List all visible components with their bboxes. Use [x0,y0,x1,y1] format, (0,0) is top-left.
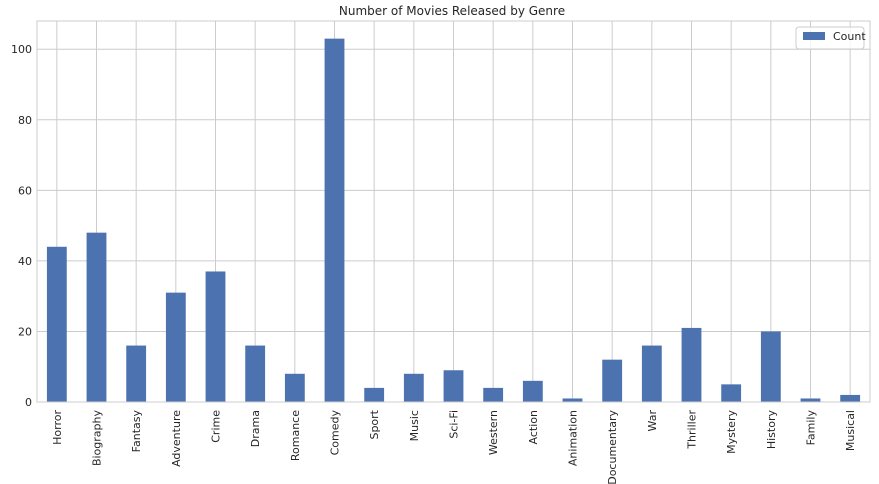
plot-frame [36,20,871,403]
x-tick-label: Animation [567,410,580,466]
bar-action [522,380,543,402]
legend-swatch [803,32,825,40]
x-tick-label: Romance [289,410,302,461]
bar-adventure [165,292,186,402]
x-tick-label: Drama [249,410,262,447]
x-tick-label: Action [527,410,540,444]
bar-western [483,387,504,402]
bar-sci-fi [443,370,464,402]
y-tick-label: 20 [18,325,32,338]
bar-documentary [602,359,623,402]
grid [37,21,870,403]
x-tick-label: Horror [51,410,64,445]
x-tick-label: History [765,410,778,450]
bar-horror [46,246,67,402]
y-tick-label: 60 [18,184,32,197]
x-tick-label: Sci-Fi [448,410,461,439]
bar-animation [562,398,583,402]
x-tick-label: Musical [844,410,857,451]
x-tick-label: Adventure [170,410,183,467]
legend-label: Count [833,30,866,43]
y-tick-label: 100 [11,43,32,56]
bar-musical [840,394,861,402]
bar-family [800,398,821,402]
bar-fantasy [126,345,147,402]
x-tick-label: Documentary [606,410,619,484]
y-tick-label: 40 [18,255,32,268]
x-tick-label: War [646,410,659,432]
x-tick-label: Family [805,410,818,446]
bar-mystery [721,384,742,402]
y-tick-label: 80 [18,114,32,127]
x-tick-label: Sport [368,409,381,439]
x-tick-label: Fantasy [130,410,143,453]
x-axis: Horror Biography Fantasy Adventure Crime Dram… [51,409,857,484]
x-tick-label: Music [408,410,421,441]
x-tick-label: Thriller [686,410,699,450]
bar-comedy [324,38,345,403]
x-tick-label: Comedy [329,410,342,456]
legend: Count [795,26,866,50]
bar-war [641,345,662,402]
bar-crime [205,271,226,402]
y-axis: 0 20 40 60 80 100 [11,43,32,409]
chart-title: Number of Movies Released by Genre [339,4,565,18]
bar-music [403,373,424,402]
bar-thriller [681,327,702,402]
bar-history [760,331,781,402]
bar-biography [86,232,107,402]
x-tick-label: Biography [91,410,104,467]
bars [46,38,861,403]
x-tick-label: Western [487,410,500,455]
x-tick-label: Crime [210,410,223,443]
bar-romance [284,373,305,402]
bar-drama [245,345,266,402]
y-tick-label: 0 [25,396,32,409]
x-tick-label: Mystery [725,410,738,454]
bar-sport [364,387,385,402]
